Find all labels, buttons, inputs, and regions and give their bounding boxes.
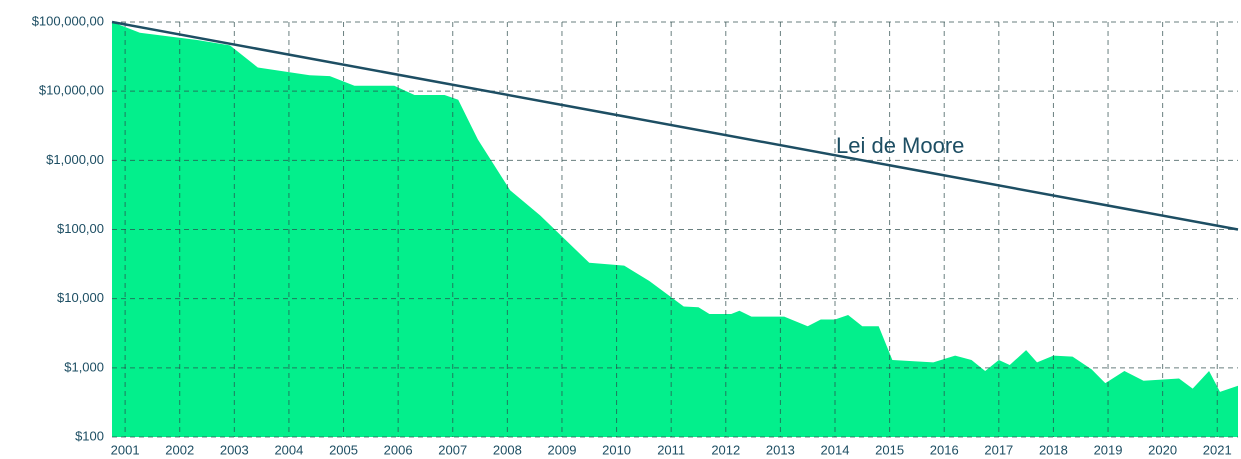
x-tick-label: 2020 [1148, 442, 1177, 457]
x-tick-label: 2009 [548, 442, 577, 457]
x-tick-label: 2021 [1203, 442, 1232, 457]
x-tick-label: 2006 [384, 442, 413, 457]
x-tick-label: 2001 [111, 442, 140, 457]
x-tick-label: 2008 [493, 442, 522, 457]
x-tick-label: 2014 [821, 442, 850, 457]
x-tick-label: 2007 [438, 442, 467, 457]
x-tick-label: 2013 [766, 442, 795, 457]
x-tick-label: 2002 [165, 442, 194, 457]
x-tick-label: 2019 [1094, 442, 1123, 457]
x-tick-label: 2012 [711, 442, 740, 457]
x-tick-label: 2018 [1039, 442, 1068, 457]
x-tick-label: 2010 [602, 442, 631, 457]
x-tick-label: 2011 [657, 442, 685, 457]
y-tick-label: $1,000 [64, 359, 104, 374]
series-label: Lei de Moore [836, 133, 964, 158]
x-tick-label: 2005 [329, 442, 358, 457]
y-tick-label: $100 [75, 428, 104, 443]
y-tick-label: $10,000,00 [39, 83, 104, 98]
y-tick-label: $10,000 [57, 290, 104, 305]
x-tick-label: 2003 [220, 442, 249, 457]
x-tick-label: 2004 [274, 442, 303, 457]
y-tick-label: $100,00 [57, 221, 104, 236]
x-tick-label: 2016 [930, 442, 959, 457]
x-tick-label: 2017 [984, 442, 1013, 457]
x-tick-label: 2015 [875, 442, 904, 457]
area [112, 22, 1238, 437]
y-tick-label: $100,000,00 [32, 13, 104, 28]
y-tick-label: $1,000,00 [46, 152, 104, 167]
trend-line [111, 20, 1239, 231]
